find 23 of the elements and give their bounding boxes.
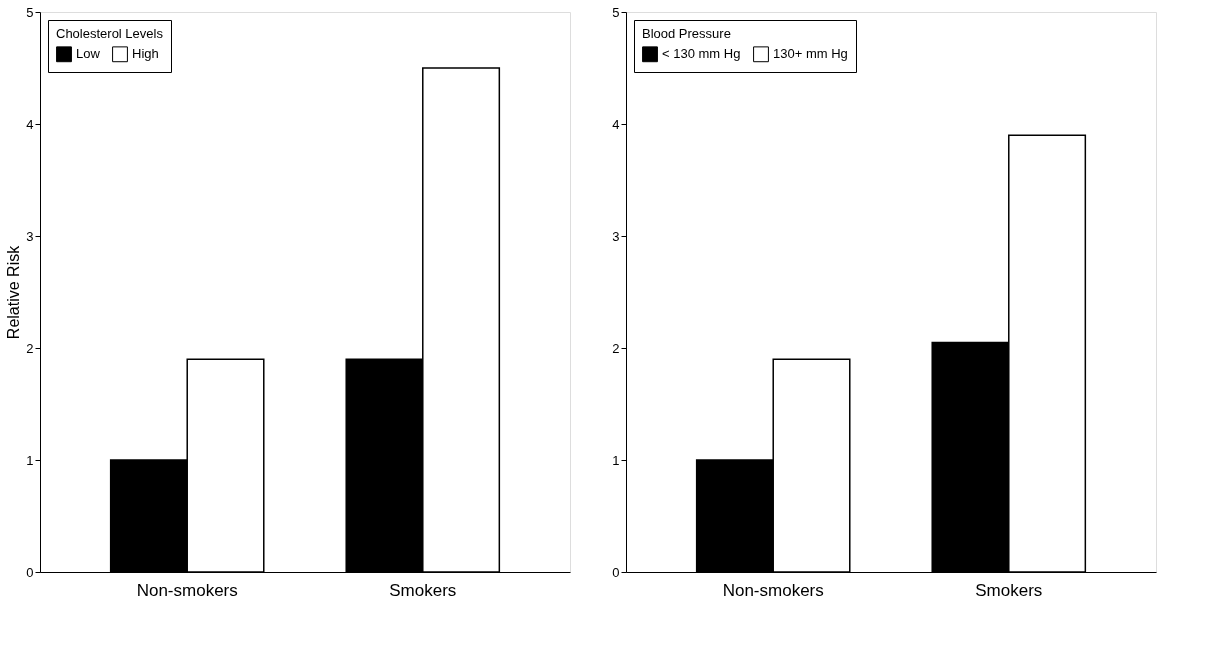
y-tick-label: 2 <box>612 340 620 356</box>
y-tick-label: 5 <box>26 4 34 20</box>
y-tick-label: 3 <box>612 228 620 244</box>
legend-label: 130+ mm Hg <box>773 46 848 62</box>
y-tick-label: 4 <box>26 116 34 132</box>
y-tick-label: 3 <box>26 228 34 244</box>
y-tick-label: 5 <box>612 4 620 20</box>
legend-label: < 130 mm Hg <box>662 46 741 62</box>
y-tick-label: 0 <box>26 564 34 580</box>
y-axis-title: Relative Risk <box>5 244 23 340</box>
y-tick-label: 2 <box>26 340 34 356</box>
x-tick-label: Non-smokers <box>136 580 238 600</box>
x-tick-label: Non-smokers <box>722 580 824 600</box>
legend-title: Blood Pressure <box>642 26 731 41</box>
y-tick-label: 1 <box>26 452 34 468</box>
y-tick-label: 1 <box>612 452 620 468</box>
legend-title: Cholesterol Levels <box>56 26 164 41</box>
y-tick-label: 4 <box>612 116 620 132</box>
legend-label: Low <box>76 46 101 62</box>
x-tick-label: Smokers <box>389 580 457 600</box>
legend-label: High <box>132 46 159 62</box>
x-tick-label: Smokers <box>975 580 1043 600</box>
y-tick-label: 0 <box>612 564 620 580</box>
